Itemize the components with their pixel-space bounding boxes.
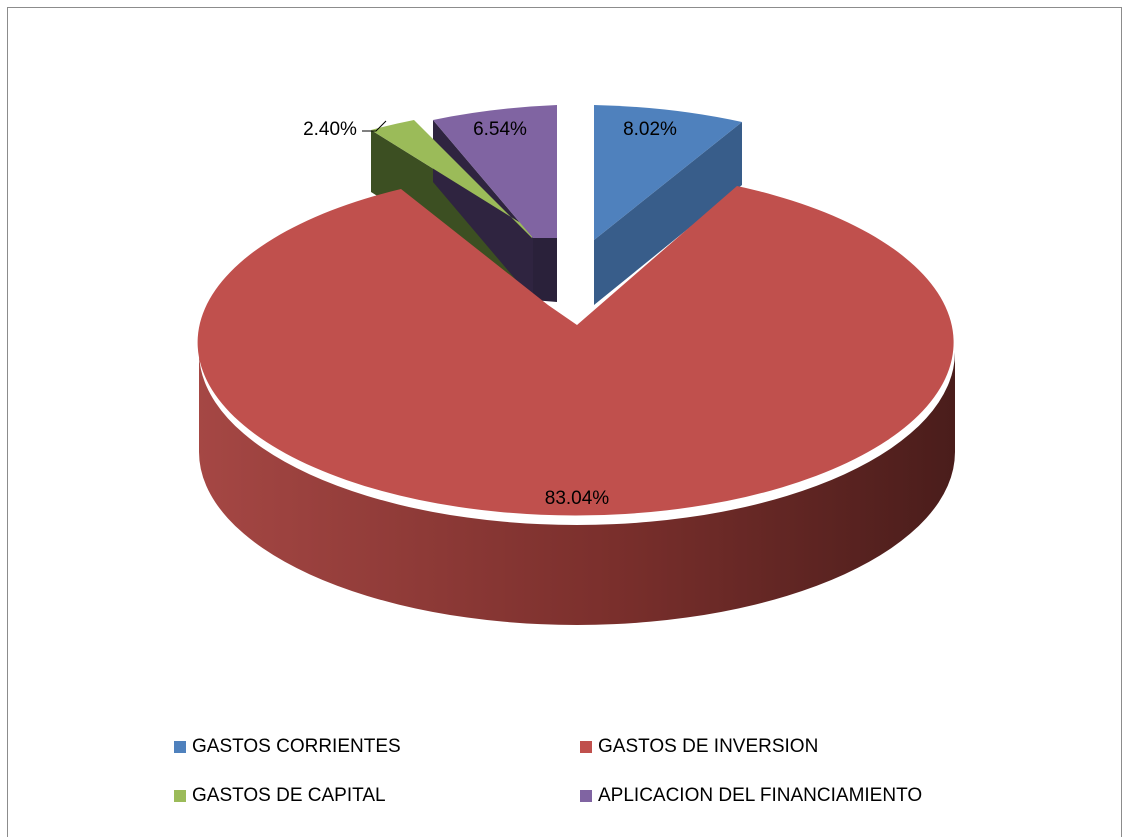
slice-side-corrientes — [594, 122, 742, 305]
slice-aplicacion-del-financiamiento — [433, 105, 557, 238]
legend-swatch-inversion — [580, 741, 592, 753]
legend-label-inversion: GASTOS DE INVERSION — [598, 736, 819, 757]
data-label-inversion: 83.04% — [545, 488, 610, 509]
leader-line-capital — [362, 120, 387, 132]
slice-gastos-corrientes — [594, 105, 742, 240]
chart-legend: GASTOS CORRIENTES GASTOS DE INVERSION GA… — [174, 736, 1074, 816]
data-label-corrientes: 8.02% — [623, 119, 677, 140]
legend-item-inversion: GASTOS DE INVERSION — [580, 736, 818, 758]
legend-label-capital: GASTOS DE CAPITAL — [192, 785, 386, 806]
legend-item-financiamiento: APLICACION DEL FINANCIAMIENTO — [580, 785, 922, 807]
legend-swatch-corrientes — [174, 741, 186, 753]
slice-gastos-de-capital — [371, 120, 532, 238]
legend-label-financiamiento: APLICACION DEL FINANCIAMIENTO — [598, 785, 923, 806]
legend-item-corrientes: GASTOS CORRIENTES — [174, 736, 401, 758]
legend-label-corrientes: GASTOS CORRIENTES — [192, 736, 401, 757]
legend-swatch-financiamiento — [580, 790, 592, 802]
legend-swatch-capital — [174, 790, 186, 802]
data-label-financiamiento: 6.54% — [473, 119, 527, 140]
slice-side-capital — [371, 130, 532, 292]
data-label-capital: 2.40% — [303, 119, 357, 140]
slice-side-financiamiento-2 — [533, 238, 557, 302]
slice-side-inversion — [199, 352, 955, 625]
legend-item-capital: GASTOS DE CAPITAL — [174, 785, 386, 807]
slice-gastos-de-inversion — [197, 186, 954, 516]
